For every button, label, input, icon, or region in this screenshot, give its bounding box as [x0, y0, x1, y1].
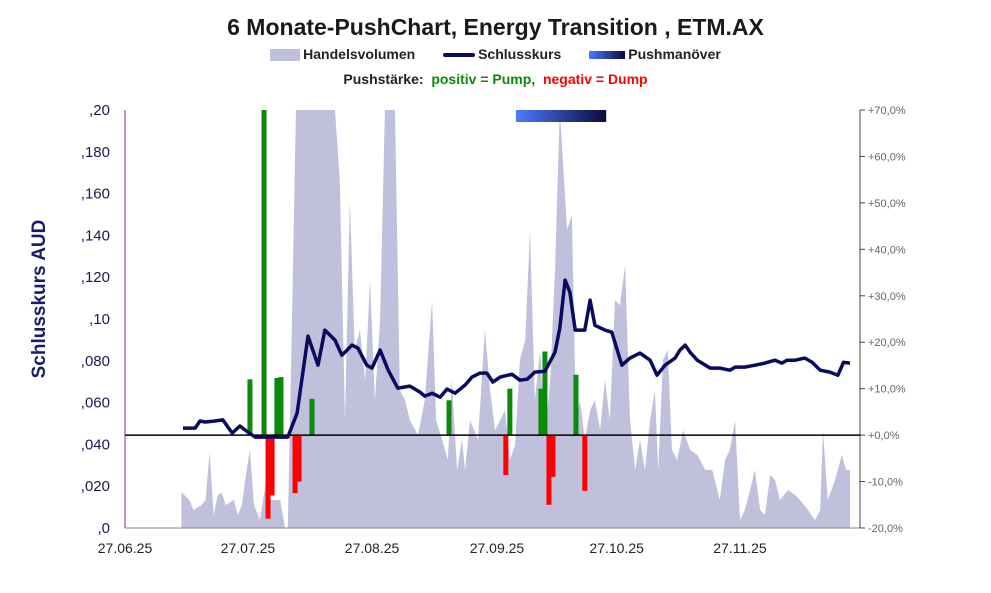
push-maneuver-band	[515, 110, 607, 122]
pump-bar	[261, 110, 267, 436]
legend-push: Pushmanöver	[589, 46, 721, 62]
y-tick-label: ,020	[81, 478, 110, 495]
legend-push-swatch	[589, 51, 626, 60]
pump-bar	[573, 374, 579, 436]
x-tick-label: 27.10.25	[589, 540, 644, 556]
y-tick-label: ,20	[89, 102, 110, 119]
volume-area	[181, 110, 850, 528]
y-tick-label: ,10	[89, 311, 110, 328]
legend-close: Schlusskurs	[443, 46, 561, 62]
pump-bar	[274, 377, 280, 436]
y-tick-label: ,040	[81, 436, 110, 453]
x-tick-label: 27.09.25	[470, 540, 525, 556]
pump-bar	[446, 400, 452, 436]
legend-close-swatch	[443, 53, 476, 58]
y-tick-label: ,160	[81, 186, 110, 203]
y-tick-label: ,0	[97, 520, 110, 537]
y2-tick-label: -20,0%	[868, 523, 903, 535]
y2-tick-label: -10,0%	[868, 477, 903, 489]
legend-volume-label: Handelsvolumen	[303, 46, 416, 62]
push-negative-label: negativ = Dump	[542, 71, 648, 87]
pump-bar	[538, 388, 544, 436]
y2-tick-label: +50,0%	[868, 198, 906, 210]
close-price-line	[183, 278, 851, 439]
y2-tick-label: +30,0%	[868, 291, 906, 303]
legend-push-label: Pushmanöver	[628, 46, 721, 62]
x-tick-label: 27.06.25	[98, 540, 153, 556]
legend-volume-swatch	[270, 49, 301, 62]
dump-bar	[296, 435, 302, 482]
y2-tick-label: +60,0%	[868, 151, 906, 163]
legend: Handelsvolumen Schlusskurs Pushmanöver	[0, 46, 991, 62]
dump-bar	[269, 435, 275, 496]
dump-bar	[582, 435, 588, 491]
y-tick-label: ,140	[81, 227, 110, 244]
x-tick-label: 27.07.25	[221, 540, 276, 556]
dump-bar	[546, 435, 552, 505]
y-tick-label: ,060	[81, 395, 110, 412]
pump-bar	[247, 379, 253, 436]
y-tick-label: ,180	[81, 144, 110, 161]
pump-bar	[309, 398, 315, 436]
y2-tick-label: +40,0%	[868, 244, 906, 256]
dump-bar	[550, 435, 556, 477]
y2-tick-label: +0,0%	[868, 430, 900, 442]
legend-close-label: Schlusskurs	[478, 46, 562, 62]
push-strength-label: Pushstärke:	[343, 71, 424, 87]
push-strength-note: Pushstärke: positiv = Pump, negativ = Du…	[0, 71, 991, 87]
dump-bar	[265, 435, 271, 519]
pump-bar	[542, 351, 548, 436]
dump-bar	[503, 435, 509, 476]
legend-volume: Handelsvolumen	[270, 46, 415, 62]
pump-bar	[278, 377, 284, 436]
chart-title: 6 Monate-PushChart, Energy Transition , …	[227, 14, 764, 40]
y2-tick-label: +20,0%	[868, 337, 906, 349]
dump-bar	[292, 435, 298, 494]
x-tick-label: 27.08.25	[345, 540, 400, 556]
pump-bar	[507, 388, 513, 436]
y-tick-label: ,080	[81, 353, 110, 370]
y2-tick-label: +70,0%	[868, 105, 906, 117]
y2-tick-label: +10,0%	[868, 384, 906, 396]
y-tick-label: ,120	[81, 269, 110, 286]
x-tick-label: 27.11.25	[713, 540, 767, 556]
push-positive-label: positiv = Pump,	[431, 71, 536, 87]
